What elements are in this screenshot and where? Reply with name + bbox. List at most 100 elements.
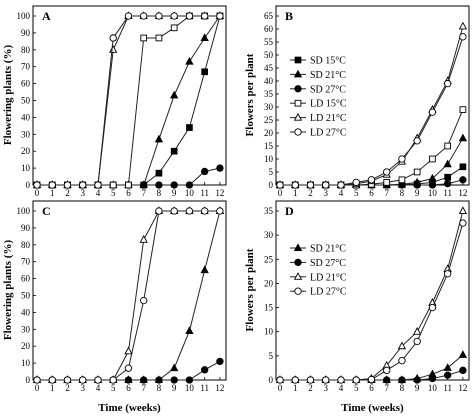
plot-frame bbox=[32, 5, 227, 186]
data-point bbox=[413, 376, 421, 384]
legend-label: LD 27°C bbox=[310, 128, 347, 139]
legend-label: SD 21°C bbox=[310, 244, 346, 255]
y-tick-label: 0 bbox=[269, 375, 274, 385]
x-tick-label: 11 bbox=[443, 383, 452, 393]
legend-item: LD 27°C bbox=[290, 287, 347, 298]
series-open-circle bbox=[33, 207, 224, 384]
data-point bbox=[444, 173, 452, 181]
data-point bbox=[443, 180, 452, 188]
legend-item: SD 21°C bbox=[290, 69, 346, 81]
y-tick-label: 35 bbox=[264, 206, 274, 216]
legend-label: SD 15°C bbox=[310, 56, 346, 67]
y-axis-label: Flowers per plant bbox=[244, 53, 256, 136]
data-point bbox=[186, 124, 193, 131]
y-tick-label: 30 bbox=[264, 230, 274, 240]
data-point bbox=[125, 181, 132, 189]
data-point bbox=[109, 45, 118, 53]
y-tick-label: 20 bbox=[264, 128, 274, 138]
legend-label: SD 27°C bbox=[310, 258, 346, 269]
data-point bbox=[170, 363, 179, 372]
x-tick-label: 8 bbox=[157, 188, 162, 198]
data-point bbox=[458, 206, 468, 215]
x-tick-label: 6 bbox=[369, 188, 374, 198]
series-line bbox=[37, 210, 221, 381]
data-point bbox=[383, 179, 391, 186]
series-line bbox=[280, 210, 464, 381]
legend: SD 21°C SD 27°C LD 21°C LD 27°C bbox=[290, 243, 347, 298]
series-line bbox=[280, 109, 464, 186]
data-point bbox=[63, 376, 72, 384]
x-tick-label: 11 bbox=[443, 188, 452, 198]
y-tick-label: 30 bbox=[264, 102, 274, 112]
series-line bbox=[37, 15, 220, 186]
x-tick-label: 2 bbox=[308, 188, 313, 198]
y-tick-label: 50 bbox=[21, 96, 31, 106]
data-point bbox=[276, 376, 284, 384]
y-tick-label: 15 bbox=[264, 303, 274, 313]
legend-marker bbox=[294, 99, 302, 107]
x-tick-label: 8 bbox=[400, 383, 405, 393]
x-tick-label: 10 bbox=[185, 383, 195, 393]
data-point bbox=[443, 159, 452, 168]
data-point bbox=[383, 376, 391, 384]
x-tick-label: 3 bbox=[80, 188, 85, 198]
y-tick-label: 90 bbox=[21, 223, 31, 233]
y-axis-label: Flowers per plant bbox=[244, 248, 256, 331]
y-tick-label: 10 bbox=[264, 327, 274, 337]
data-point bbox=[383, 168, 391, 176]
y-tick-label: 30 bbox=[21, 129, 31, 139]
x-tick-label: 7 bbox=[141, 383, 146, 393]
data-point bbox=[154, 134, 164, 143]
data-point bbox=[352, 178, 360, 187]
series-filled-triangle bbox=[32, 11, 225, 189]
data-point bbox=[337, 181, 345, 189]
data-point bbox=[140, 296, 148, 305]
series-line bbox=[37, 210, 220, 381]
x-tick-label: 12 bbox=[215, 188, 224, 198]
data-point bbox=[170, 181, 178, 189]
data-point bbox=[79, 376, 87, 384]
data-point bbox=[185, 207, 194, 215]
x-tick-label: 8 bbox=[400, 188, 405, 198]
x-tick-label: 1 bbox=[50, 188, 55, 198]
data-point bbox=[306, 181, 315, 189]
panel-label: A bbox=[42, 9, 51, 23]
y-tick-label: 50 bbox=[21, 291, 31, 301]
data-point bbox=[139, 235, 148, 243]
data-point bbox=[216, 164, 224, 172]
y-tick-label: 40 bbox=[264, 76, 274, 86]
x-tick-label: 0 bbox=[35, 383, 40, 393]
legend-marker bbox=[293, 272, 303, 280]
data-point bbox=[185, 56, 194, 65]
data-point bbox=[216, 12, 224, 20]
data-point bbox=[458, 350, 468, 358]
data-point bbox=[124, 12, 133, 20]
y-tick-label: 0 bbox=[269, 180, 274, 190]
y-tick-label: 15 bbox=[264, 141, 274, 151]
data-point bbox=[155, 34, 163, 42]
data-point bbox=[291, 181, 299, 189]
data-point bbox=[443, 363, 452, 371]
data-point bbox=[398, 176, 406, 184]
y-tick-label: 20 bbox=[21, 146, 31, 156]
x-tick-label: 5 bbox=[111, 383, 116, 393]
data-point bbox=[413, 327, 422, 335]
legend-label: LD 27°C bbox=[310, 287, 347, 298]
legend-item: LD 27°C bbox=[290, 128, 347, 139]
data-point bbox=[140, 181, 148, 189]
y-tick-label: 100 bbox=[17, 11, 31, 21]
data-point bbox=[48, 181, 56, 189]
data-point bbox=[428, 108, 437, 116]
data-point bbox=[429, 155, 436, 163]
x-tick-label: 7 bbox=[384, 383, 389, 393]
y-tick-label: 20 bbox=[264, 278, 274, 288]
x-tick-label: 4 bbox=[339, 383, 344, 393]
y-tick-label: 90 bbox=[21, 28, 31, 38]
x-tick-label: 3 bbox=[80, 383, 85, 393]
x-tick-label: 11 bbox=[200, 383, 209, 393]
x-tick-label: 6 bbox=[126, 383, 131, 393]
series-open-circle bbox=[276, 33, 467, 189]
data-point bbox=[367, 375, 376, 384]
data-point bbox=[413, 181, 421, 189]
